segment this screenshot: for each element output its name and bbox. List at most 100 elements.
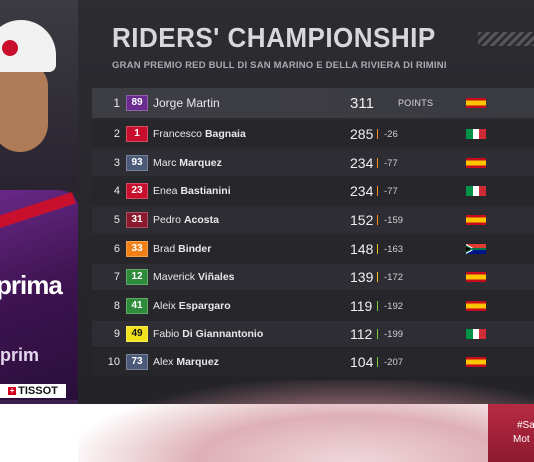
gap-indicator [377, 215, 378, 225]
page-title: RIDERS' CHAMPIONSHIP [112, 22, 436, 53]
hashtag-text: #Sa [517, 420, 534, 431]
points-gap: -77 [384, 185, 398, 197]
rider-name: Pedro Acosta [153, 214, 219, 226]
spain-flag-icon [466, 215, 486, 225]
row-position: 4 [113, 185, 120, 197]
rider-last-name: Bastianini [180, 185, 231, 197]
gap-indicator [377, 329, 378, 339]
rider-name: Francesco Bagnaia [153, 128, 246, 140]
rider-last-name: Espargaro [178, 300, 231, 312]
points-gap: -77 [384, 157, 398, 169]
standings-row-leader: 1 89 Jorge Martin 311 POINTS [92, 88, 534, 118]
table-row: 3 93 Marc Marquez 234 -77 [92, 150, 534, 176]
rider-points: 152 [350, 212, 374, 228]
rider-points: 104 [350, 354, 374, 370]
table-row: 5 31 Pedro Acosta 152 -159 [92, 207, 534, 233]
rider-first-name: Aleix [153, 300, 179, 312]
table-row: 2 1 Francesco Bagnaia 285 -26 [92, 121, 534, 147]
italy-flag-icon [466, 329, 486, 339]
suit-sponsor-text-lower: prim [0, 345, 40, 365]
hatch-decoration [478, 32, 534, 46]
table-row: 7 12 Maverick Viñales 139 -172 [92, 264, 534, 290]
gap-indicator [377, 158, 378, 168]
table-row: 4 23 Enea Bastianini 234 -77 [92, 178, 534, 204]
suit-sponsor-text: prima [0, 270, 63, 300]
rider-points: 148 [350, 241, 374, 257]
spain-flag-icon [466, 98, 486, 108]
table-row: 9 49 Fabio Di Giannantonio 112 -199 [92, 321, 534, 347]
cap-logo [2, 40, 18, 56]
rider-number-badge: 12 [126, 269, 148, 285]
row-position: 6 [113, 243, 120, 255]
curve-decoration [78, 380, 534, 462]
rider-last-name: Bagnaia [204, 128, 246, 140]
rider-first-name: Francesco [153, 128, 205, 140]
rider-points: 139 [350, 269, 374, 285]
row-position: 1 [113, 96, 120, 110]
points-gap: -192 [384, 300, 404, 312]
rider-last-name: Martin [186, 96, 220, 110]
rider-first-name: Jorge [153, 96, 187, 110]
row-position: 2 [113, 128, 120, 140]
rider-first-name: Fabio [153, 328, 183, 340]
swiss-cross-icon: + [8, 386, 17, 395]
rider-name: Maverick Viñales [153, 271, 235, 283]
rider-name: Marc Marquez [153, 157, 222, 169]
rider-last-name: Marquez [176, 356, 219, 368]
spain-flag-icon [466, 301, 486, 311]
rider-first-name: Marc [153, 157, 180, 169]
rider-points: 234 [350, 183, 374, 199]
southafrica-flag-icon [466, 244, 486, 254]
rider-number-badge: 93 [126, 155, 148, 171]
points-gap: -207 [384, 356, 404, 368]
rider-name: Fabio Di Giannantonio [153, 328, 263, 340]
rider-last-name: Viñales [197, 271, 235, 283]
table-row: 6 33 Brad Binder 148 -163 [92, 236, 534, 262]
rider-suit [0, 190, 78, 400]
spain-flag-icon [466, 158, 486, 168]
sponsor-logo: + TISSOT [0, 384, 66, 398]
gap-indicator [377, 357, 378, 367]
italy-flag-icon [466, 129, 486, 139]
gap-indicator [377, 244, 378, 254]
rider-first-name: Brad [153, 243, 179, 255]
row-position: 5 [113, 214, 120, 226]
row-position: 3 [113, 157, 120, 169]
rider-last-name: Acosta [183, 214, 219, 226]
row-position: 8 [113, 300, 120, 312]
spain-flag-icon [466, 357, 486, 367]
points-label: POINTS [398, 98, 434, 108]
rider-name: Brad Binder [153, 243, 211, 255]
rider-points: 311 [350, 94, 374, 112]
italy-flag-icon [466, 186, 486, 196]
rider-first-name: Enea [153, 185, 181, 197]
gap-indicator [377, 186, 378, 196]
points-gap: -199 [384, 328, 404, 340]
gap-indicator [377, 129, 378, 139]
rider-last-name: Di Giannantonio [182, 328, 264, 340]
rider-name: Jorge Martin [153, 96, 220, 110]
rider-points: 112 [350, 326, 373, 342]
rider-name: Alex Marquez [153, 356, 219, 368]
rider-photo: prima prim + TISSOT [0, 0, 78, 404]
rider-face [0, 62, 48, 152]
points-gap: -159 [384, 214, 404, 226]
gap-indicator [377, 272, 378, 282]
points-gap: -172 [384, 271, 404, 283]
rider-name: Aleix Espargaro [153, 300, 231, 312]
rider-first-name: Pedro [153, 214, 184, 226]
rider-first-name: Maverick [153, 271, 198, 283]
gap-indicator [377, 301, 378, 311]
rider-points: 234 [350, 155, 374, 171]
rider-first-name: Alex [153, 356, 177, 368]
sponsor-label: TISSOT [18, 385, 58, 397]
brand-text: Mot [513, 434, 530, 445]
points-gap: -163 [384, 243, 404, 255]
page-subtitle: GRAN PREMIO RED BULL DI SAN MARINO E DEL… [112, 60, 447, 71]
rider-last-name: Binder [178, 243, 212, 255]
rider-number-badge: 23 [126, 183, 148, 199]
rider-number-badge: 41 [126, 298, 148, 314]
points-gap: -26 [384, 128, 398, 140]
rider-last-name: Marquez [179, 157, 222, 169]
